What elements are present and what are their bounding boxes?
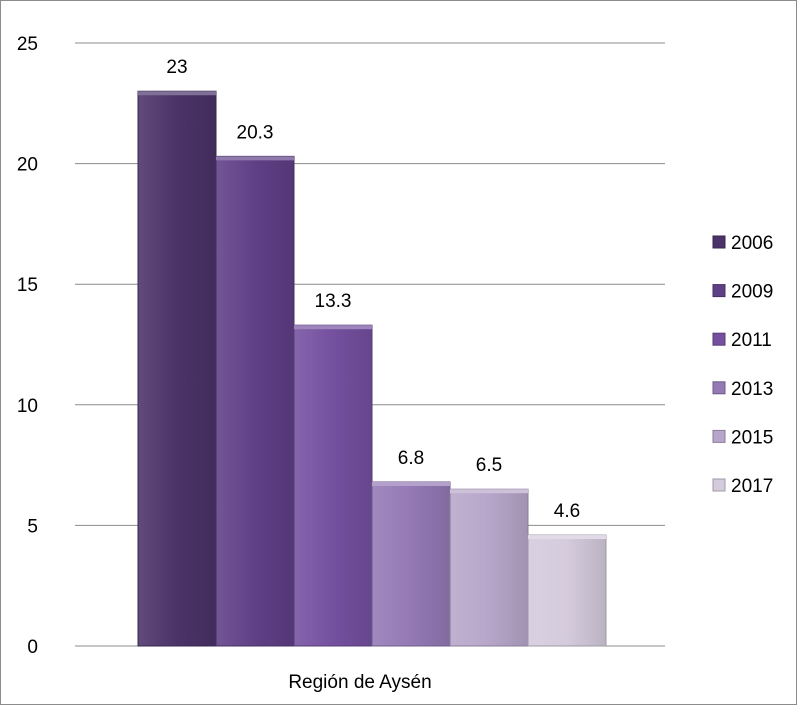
legend-label: 2017 <box>731 476 773 497</box>
bar-2017 <box>527 534 607 647</box>
y-tick-label: 0 <box>27 637 38 658</box>
bar-top-bevel <box>138 91 216 96</box>
y-axis-ticks: 0 5 10 15 20 25 <box>17 34 38 658</box>
y-tick-label: 15 <box>17 275 38 296</box>
bar-top-bevel <box>372 481 450 486</box>
bar-top-bevel <box>216 156 294 161</box>
legend-label: 2011 <box>731 330 772 351</box>
legend-swatch-2017 <box>712 478 726 492</box>
x-category-label: Región de Aysén <box>288 672 431 693</box>
legend-swatch-2013 <box>712 381 726 395</box>
legend-label: 2009 <box>731 282 773 303</box>
legend-label: 2015 <box>731 427 773 448</box>
legend-swatch-2006 <box>712 235 726 249</box>
bar-2006 <box>137 90 217 647</box>
legend-swatch-2009 <box>712 284 726 298</box>
bars <box>137 90 607 647</box>
bar-top-bevel <box>528 535 606 540</box>
data-labels: 23 20.3 13.3 6.8 6.5 4.6 <box>166 57 580 522</box>
data-label: 13.3 <box>315 291 352 312</box>
legend-label: 2013 <box>731 379 773 400</box>
data-label: 6.8 <box>398 448 424 469</box>
bar-top-bevel <box>450 489 528 494</box>
data-label: 23 <box>166 57 187 78</box>
y-tick-label: 20 <box>17 155 38 176</box>
bar-2009 <box>215 155 295 647</box>
y-tick-label: 5 <box>27 516 38 537</box>
legend-label: 2006 <box>731 233 773 254</box>
data-label: 6.5 <box>476 455 502 476</box>
bar-2013 <box>371 481 451 647</box>
legend: 2006 2009 2011 2013 2015 2017 <box>712 233 773 497</box>
y-tick-label: 10 <box>17 396 38 417</box>
bar-2015 <box>449 488 529 647</box>
data-label: 4.6 <box>554 501 580 522</box>
data-label: 20.3 <box>237 122 274 143</box>
y-tick-label: 25 <box>17 34 38 55</box>
bar-2011 <box>293 324 373 647</box>
legend-swatch-2011 <box>712 332 726 346</box>
bar-top-bevel <box>294 325 372 330</box>
legend-swatch-2015 <box>712 429 726 443</box>
